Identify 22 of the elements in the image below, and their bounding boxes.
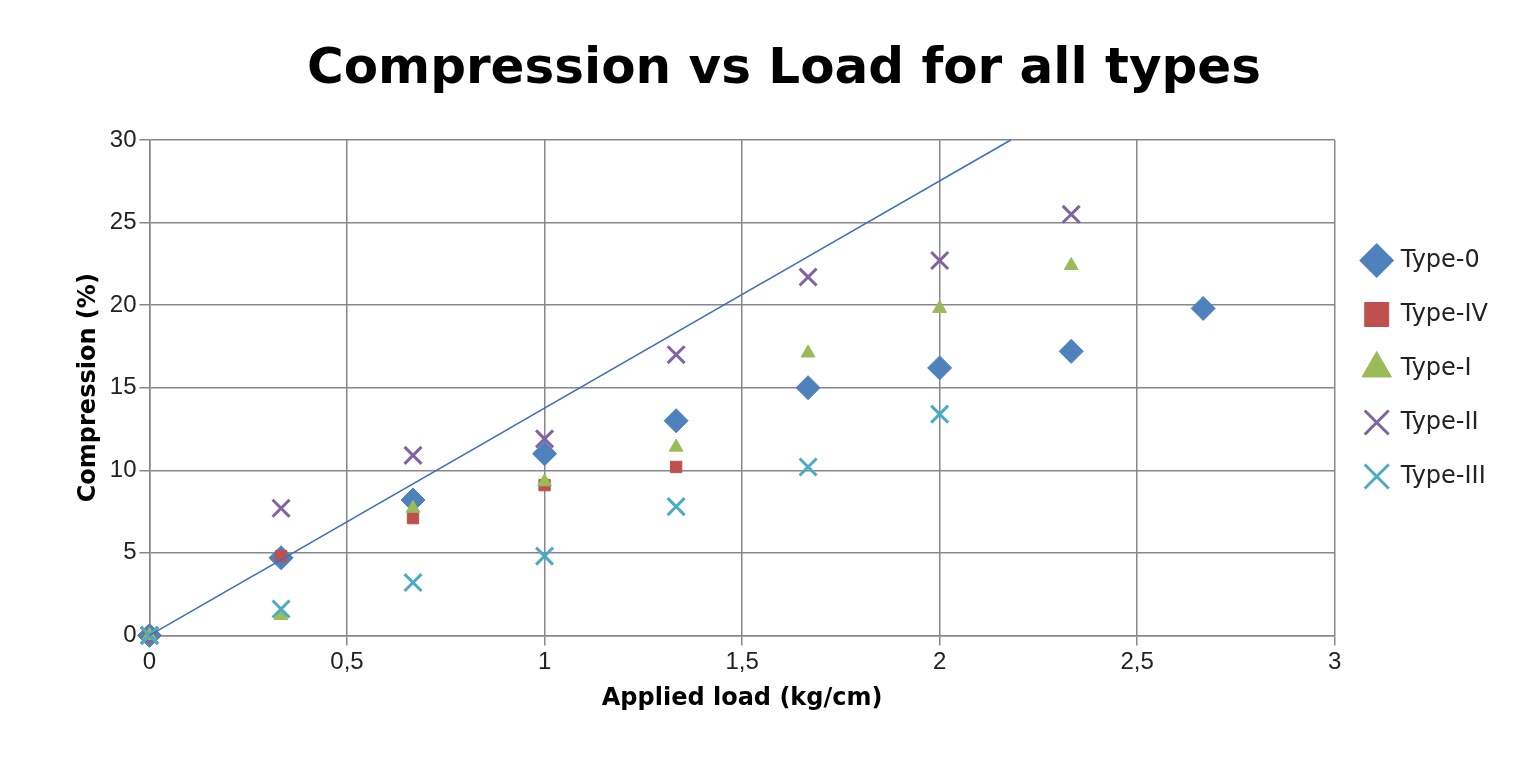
y-tick-label: 15	[109, 372, 137, 400]
y-tick-label: 20	[109, 289, 137, 317]
x-axis-title: Applied load (kg/cm)	[601, 682, 883, 711]
legend-label: Type-I	[1399, 352, 1472, 381]
legend-label: Type-II	[1399, 406, 1479, 435]
legend-label: Type-III	[1399, 460, 1486, 489]
x-tick-label: 2	[932, 647, 947, 675]
y-tick-label: 5	[123, 537, 137, 565]
y-axis-title: Compression (%)	[72, 273, 101, 503]
y-tick-label: 25	[109, 207, 137, 235]
x-tick-label: 0,5	[330, 647, 364, 675]
x-tick-label: 1	[537, 647, 552, 675]
legend-label: Type-IV	[1399, 298, 1489, 327]
y-tick-label: 0	[123, 620, 137, 648]
x-tick-label: 0	[142, 647, 157, 675]
y-tick-label: 10	[109, 454, 137, 482]
x-tick-label: 1,5	[725, 647, 759, 675]
x-tick-label: 3	[1328, 647, 1342, 675]
y-tick-label: 30	[109, 124, 137, 152]
chart-title: Compression vs Load for all types	[307, 36, 1261, 95]
legend-label: Type-0	[1399, 244, 1480, 273]
x-tick-label: 2,5	[1120, 647, 1154, 675]
